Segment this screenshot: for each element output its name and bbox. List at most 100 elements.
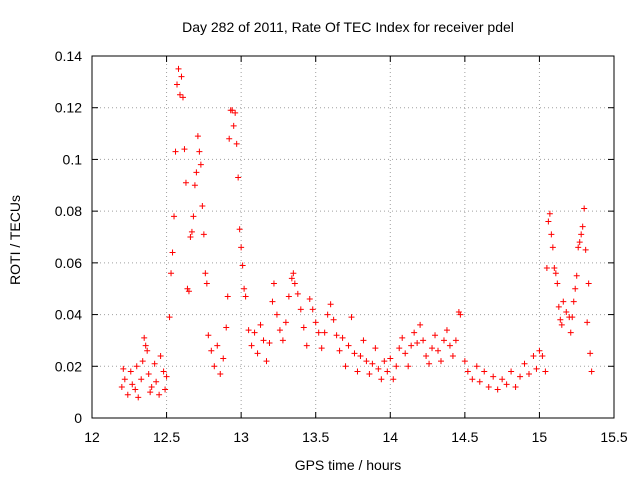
x-tick-label: 15 <box>532 429 548 445</box>
data-point <box>446 342 453 349</box>
data-point <box>248 342 255 349</box>
data-point <box>473 363 480 370</box>
data-point <box>224 293 231 300</box>
data-point <box>229 107 236 114</box>
data-point <box>120 365 127 372</box>
data-point <box>318 345 325 352</box>
data-point <box>163 373 170 380</box>
data-point <box>121 376 128 383</box>
x-tick-label: 12.5 <box>153 429 180 445</box>
data-point <box>543 265 550 272</box>
data-point <box>194 133 201 140</box>
data-point <box>557 316 564 323</box>
data-point <box>584 319 591 326</box>
data-point <box>372 345 379 352</box>
y-tick-label: 0.08 <box>55 203 82 219</box>
data-point <box>196 148 203 155</box>
data-point <box>197 161 204 168</box>
data-point <box>536 347 543 354</box>
data-point <box>432 332 439 339</box>
plot-frame <box>91 55 615 419</box>
data-point <box>290 270 297 277</box>
data-point <box>549 244 556 251</box>
data-point <box>153 378 160 385</box>
data-point <box>461 358 468 365</box>
data-point <box>144 347 151 354</box>
y-axis-label: ROTI / TECUs <box>7 195 23 285</box>
data-point <box>172 148 179 155</box>
y-tick-label: 0.12 <box>55 100 82 116</box>
data-point <box>426 360 433 367</box>
data-point <box>285 293 292 300</box>
data-point <box>306 296 313 303</box>
data-point <box>437 358 444 365</box>
x-tick-label: 12 <box>84 429 100 445</box>
data-point <box>297 306 304 313</box>
data-point <box>363 358 370 365</box>
data-point <box>230 122 237 129</box>
data-point <box>576 239 583 246</box>
data-point <box>162 386 169 393</box>
data-point <box>530 352 537 359</box>
data-point <box>582 246 589 253</box>
data-point <box>455 308 462 315</box>
data-point <box>226 135 233 142</box>
data-point <box>220 355 227 362</box>
data-point <box>142 342 149 349</box>
data-point <box>191 182 198 189</box>
y-tick-label: 0.1 <box>63 151 83 167</box>
data-point <box>239 262 246 269</box>
x-tick-label: 13.5 <box>302 429 329 445</box>
data-point <box>174 81 181 88</box>
chart-title: Day 282 of 2011, Rate Of TEC Index for r… <box>182 19 514 35</box>
data-point <box>199 202 206 209</box>
data-point <box>351 350 358 357</box>
data-point <box>393 363 400 370</box>
data-point <box>129 381 136 388</box>
y-tick-label: 0 <box>74 410 82 426</box>
data-point <box>200 231 207 238</box>
data-point <box>303 342 310 349</box>
data-point <box>263 358 270 365</box>
data-point <box>399 334 406 341</box>
data-point <box>273 311 280 318</box>
data-point <box>435 347 442 354</box>
data-point <box>327 301 334 308</box>
data-point <box>336 347 343 354</box>
data-point <box>324 311 331 318</box>
data-point <box>551 265 558 272</box>
data-point <box>555 303 562 310</box>
data-point <box>585 280 592 287</box>
data-point <box>266 340 273 347</box>
data-point <box>282 319 289 326</box>
data-point <box>499 376 506 383</box>
data-point <box>476 378 483 385</box>
data-point <box>181 146 188 153</box>
data-point <box>369 360 376 367</box>
data-point <box>508 368 515 375</box>
y-tick-label: 0.02 <box>55 358 82 374</box>
data-point <box>238 244 245 251</box>
data-points <box>118 65 595 401</box>
data-point <box>357 352 364 359</box>
grid-lines <box>92 56 614 418</box>
data-point <box>127 368 134 375</box>
data-point <box>481 368 488 375</box>
data-point <box>552 270 559 277</box>
data-point <box>254 350 261 357</box>
data-point <box>542 368 549 375</box>
data-point <box>294 290 301 297</box>
data-point <box>260 337 267 344</box>
x-tick-label: 15.5 <box>600 429 627 445</box>
data-point <box>469 376 476 383</box>
data-point <box>176 91 183 98</box>
data-point <box>578 231 585 238</box>
data-point <box>533 365 540 372</box>
data-point <box>360 337 367 344</box>
data-point <box>402 350 409 357</box>
data-point <box>333 332 340 339</box>
data-point <box>184 285 191 292</box>
data-point <box>558 321 565 328</box>
data-point <box>567 329 574 336</box>
